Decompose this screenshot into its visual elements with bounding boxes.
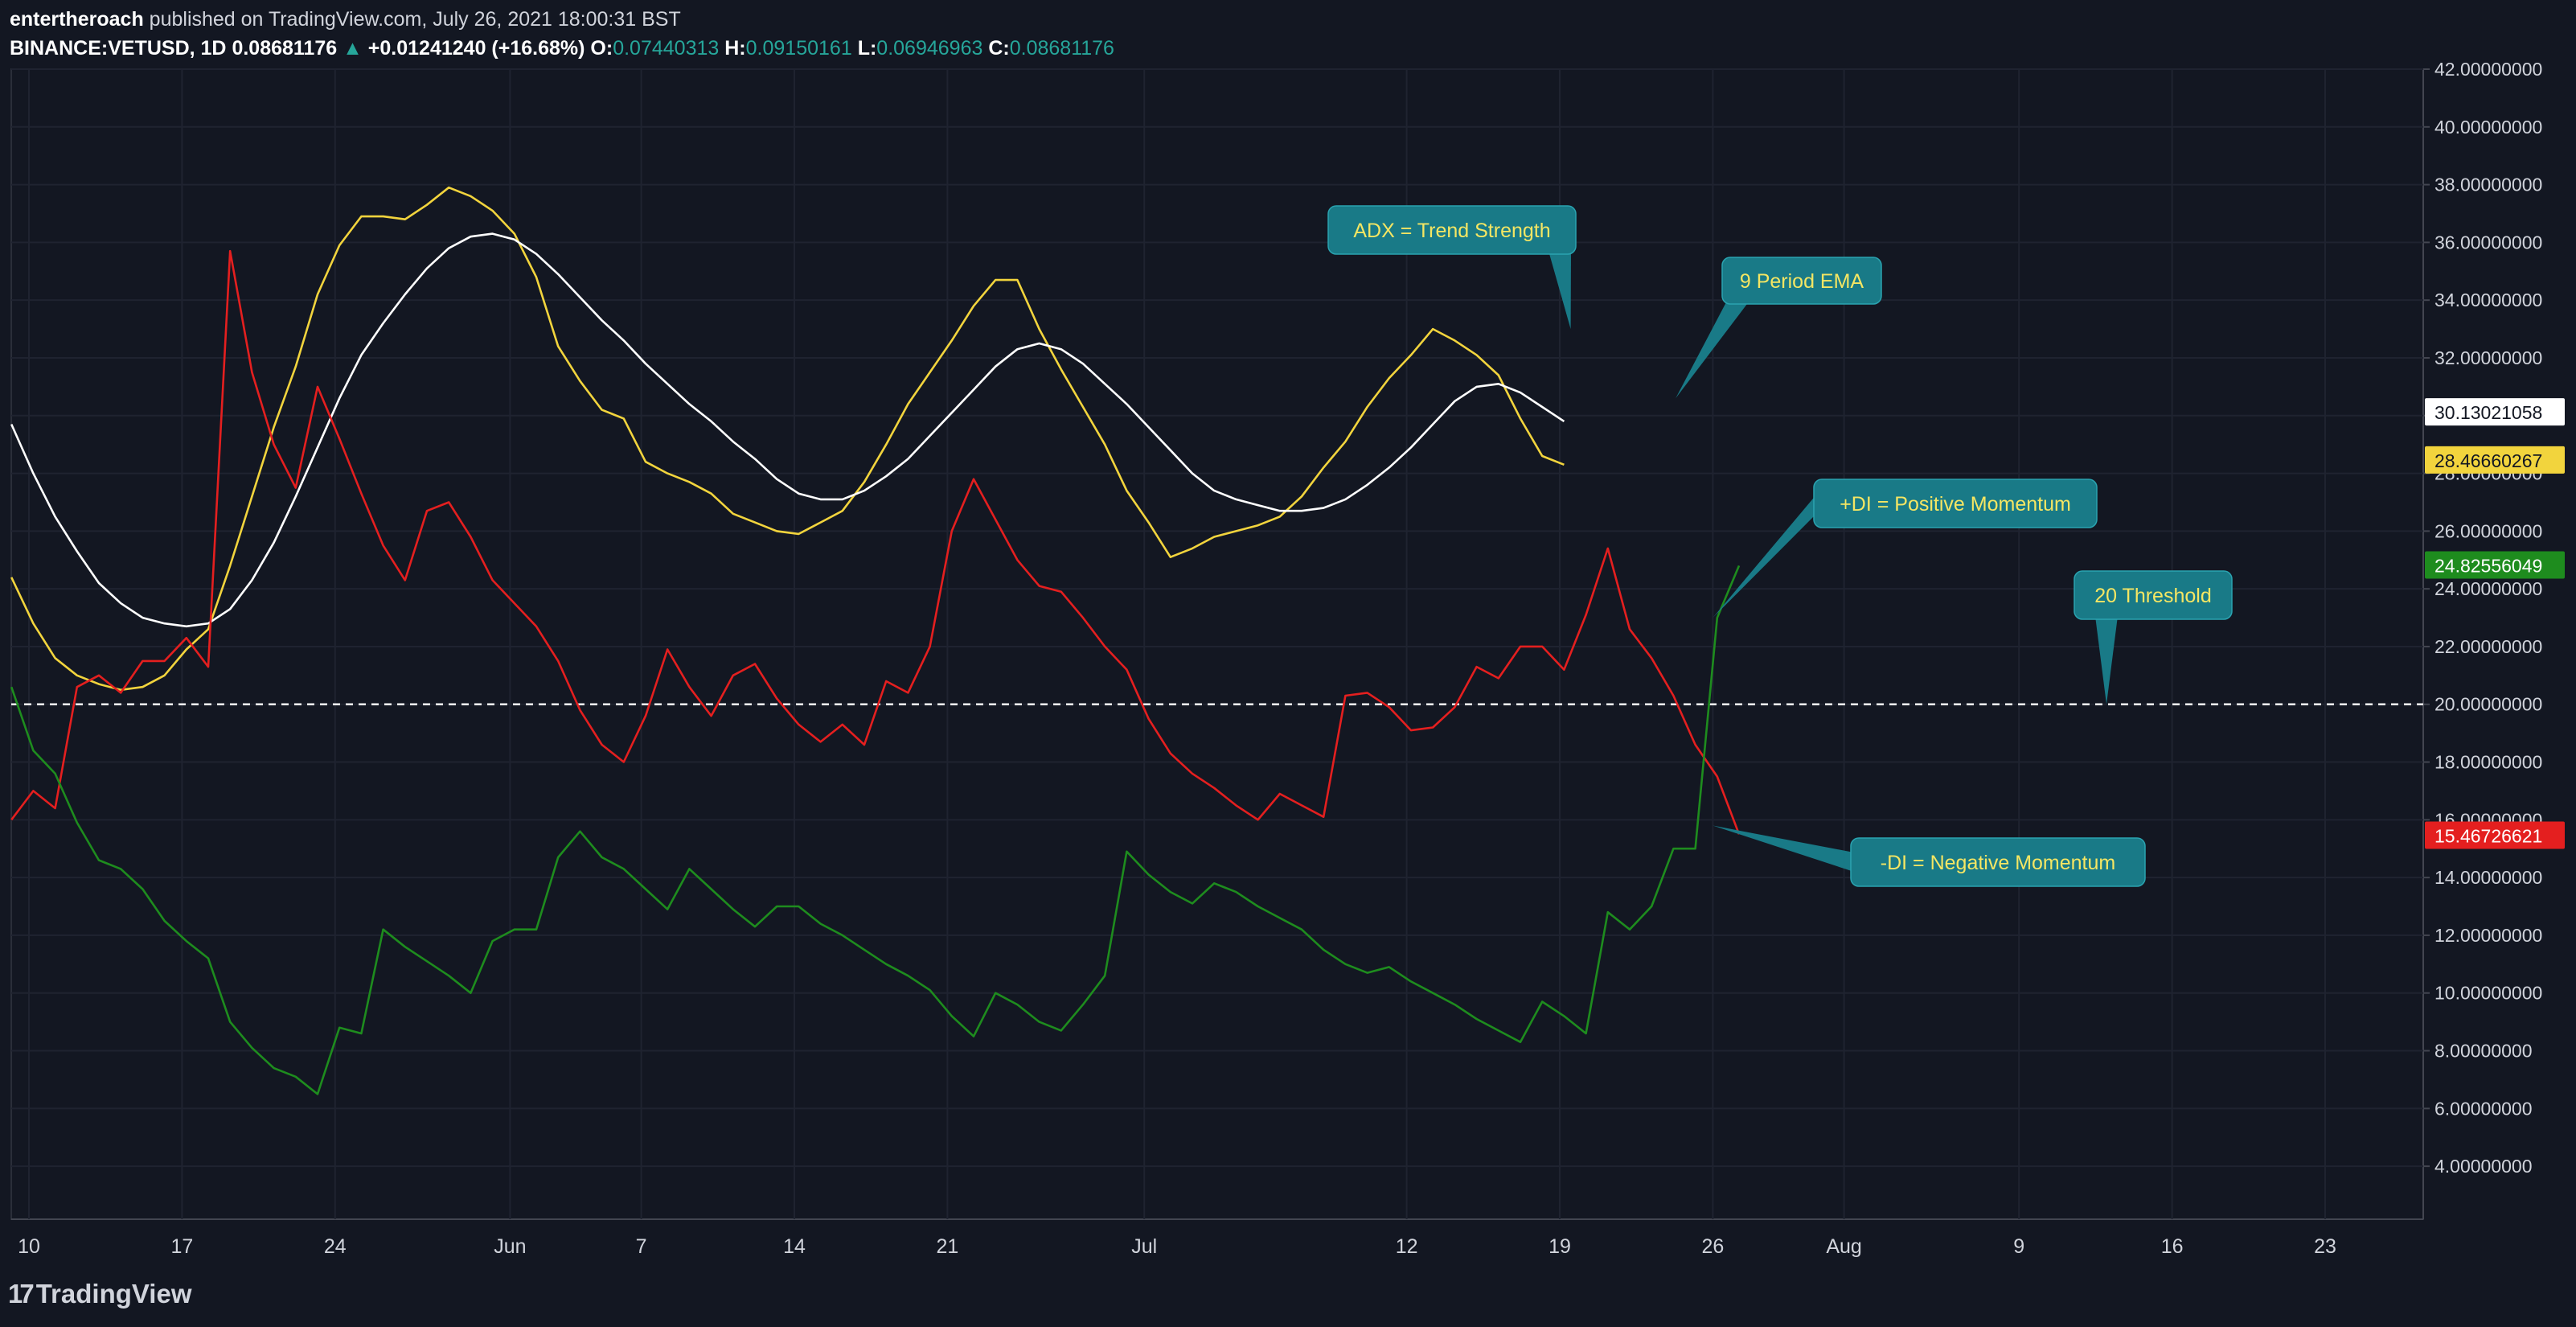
y-tick-label: 22.00000000 [2434, 636, 2542, 657]
series-line-adx[interactable] [10, 186, 1565, 692]
y-tick-label: 36.00000000 [2434, 232, 2542, 253]
series-line-9-period-ema[interactable] [10, 232, 1565, 628]
tradingview-logo-icon: 17 [8, 1279, 35, 1309]
high-value: 0.09150161 [745, 37, 852, 60]
callout-pointer [1676, 301, 1749, 399]
price-label: 30.13021058 [2434, 402, 2542, 423]
price-label-box [2425, 551, 2565, 579]
y-tick-label: 18.00000000 [2434, 752, 2542, 773]
author-name[interactable]: entertheroach [10, 8, 144, 31]
up-arrow-icon: ▲ [343, 37, 363, 60]
time-axis[interactable]: 10 17 24 Jun 7 14 21 Jul 12 19 26 Aug 9 16 23 [18, 1235, 2336, 1258]
close-label: C: [988, 37, 1010, 60]
x-tick-label: 16 [2161, 1235, 2184, 1258]
y-tick-label: 38.00000000 [2434, 175, 2542, 195]
x-tick-label: 21 [936, 1235, 958, 1258]
ohlc-line: BINANCE:VETUSD, 1D 0.08681176 ▲ +0.01241… [10, 34, 1114, 63]
x-tick-label: 14 [783, 1235, 806, 1258]
callout-pointer [1713, 825, 1854, 872]
price-label: 28.46660267 [2434, 450, 2542, 471]
x-tick-label: Jun [494, 1235, 526, 1258]
publish-line: entertheroach published on TradingView.c… [10, 5, 1114, 34]
y-tick-label: 32.00000000 [2434, 347, 2542, 368]
brand-name: TradingView [35, 1279, 192, 1309]
open-value: 0.07440313 [613, 37, 720, 60]
callout-box[interactable] [1721, 257, 1882, 305]
callout-box[interactable] [2074, 570, 2233, 620]
callout-pointer [1548, 251, 1571, 330]
x-tick-label: 17 [170, 1235, 193, 1258]
callout-layer: ADX = Trend Strength 9 Period EMA +DI = Po… [1327, 205, 2233, 887]
symbol-label[interactable]: BINANCE:VETUSD, 1D [10, 37, 227, 60]
y-tick-label: 24.00000000 [2434, 578, 2542, 599]
callout-box[interactable] [1850, 837, 2146, 887]
y-tick-label: 34.00000000 [2434, 290, 2542, 310]
y-tick-label: 10.00000000 [2434, 983, 2542, 1004]
callout-label: -DI = Negative Momentum [1881, 852, 2115, 874]
series-line--di[interactable] [10, 565, 1741, 1095]
x-tick-label: 10 [18, 1235, 40, 1258]
y-tick-label: 42.00000000 [2434, 59, 2542, 80]
price-change: +0.01241240 (+16.68%) [367, 37, 585, 60]
price-label-box [2425, 398, 2565, 426]
price-label: 24.82556049 [2434, 556, 2542, 577]
y-tick-label: 20.00000000 [2434, 694, 2542, 715]
x-tick-label: Jul [1131, 1235, 1157, 1258]
chart-canvas[interactable]: ADX = Trend Strength 9 Period EMA +DI = Po… [0, 0, 2576, 1279]
close-value: 0.08681176 [1009, 37, 1114, 60]
x-tick-label: 9 [2013, 1235, 2024, 1258]
x-tick-label: 12 [1396, 1235, 1418, 1258]
grid [11, 68, 2423, 1219]
callout-label: 20 Threshold [2094, 585, 2211, 607]
chart-header: entertheroach published on TradingView.c… [10, 5, 1114, 63]
x-tick-label: 7 [636, 1235, 647, 1258]
y-tick-label: 40.00000000 [2434, 117, 2542, 138]
x-tick-label: 26 [1701, 1235, 1724, 1258]
callout-box[interactable] [1327, 205, 1577, 255]
callout-pointer [2095, 616, 2118, 705]
publish-info: published on TradingView.com, July 26, 2… [149, 8, 681, 31]
callout-label: +DI = Positive Momentum [1840, 493, 2071, 516]
x-tick-label: 24 [324, 1235, 347, 1258]
series-line--di[interactable] [10, 249, 1741, 835]
series-layer [10, 186, 1741, 1095]
y-tick-label: 8.00000000 [2434, 1041, 2533, 1062]
high-label: H: [724, 37, 746, 60]
y-tick-label: 4.00000000 [2434, 1156, 2533, 1177]
x-tick-label: 23 [2314, 1235, 2336, 1258]
open-label: O: [590, 37, 613, 60]
low-label: L: [857, 37, 877, 60]
callout-pointer [1713, 494, 1817, 618]
callout-label: 9 Period EMA [1740, 270, 1864, 293]
x-tick-label: Aug [1826, 1235, 1861, 1258]
low-value: 0.06946963 [876, 37, 983, 60]
last-price: 0.08681176 [232, 37, 338, 60]
tradingview-brand[interactable]: 17 TradingView [8, 1279, 192, 1309]
plot-area[interactable] [10, 68, 2424, 1220]
x-tick-label: 19 [1548, 1235, 1571, 1258]
y-tick-label: 12.00000000 [2434, 925, 2542, 946]
callout-label: ADX = Trend Strength [1353, 220, 1550, 242]
callout-box[interactable] [1813, 479, 2098, 528]
price-label-box [2425, 821, 2565, 849]
price-label: 15.46726621 [2434, 825, 2542, 846]
y-tick-label: 6.00000000 [2434, 1098, 2533, 1119]
y-tick-label: 14.00000000 [2434, 867, 2542, 888]
price-label-box [2425, 446, 2565, 474]
price-axis[interactable]: 4.00000000 6.00000000 8.00000000 10.0000000… [2423, 59, 2565, 1177]
y-tick-label: 26.00000000 [2434, 520, 2542, 541]
